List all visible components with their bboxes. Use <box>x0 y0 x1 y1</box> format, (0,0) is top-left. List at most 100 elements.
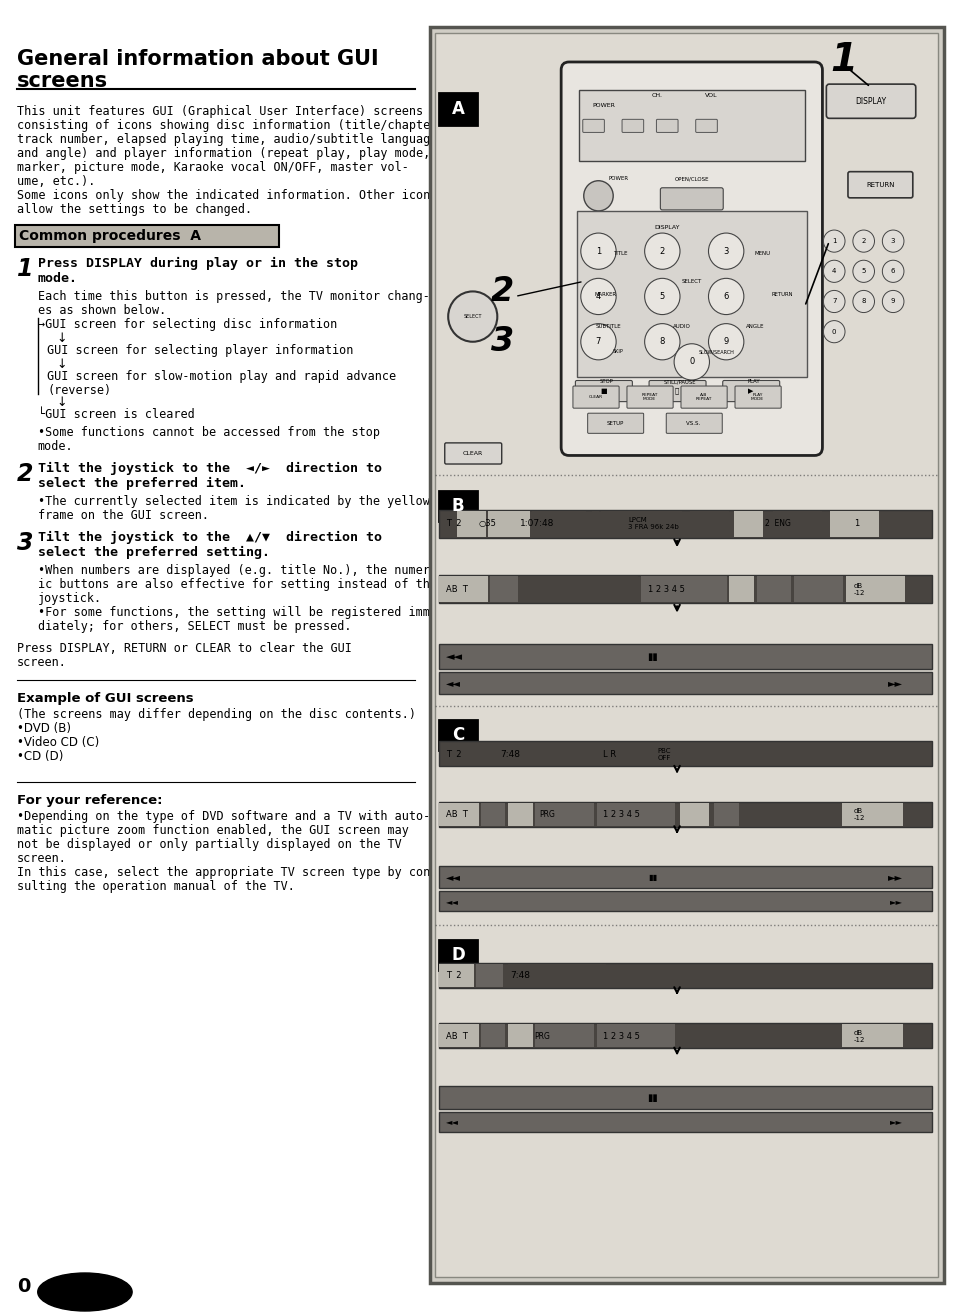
FancyBboxPatch shape <box>577 212 806 377</box>
FancyBboxPatch shape <box>845 577 904 602</box>
Text: └GUI screen is cleared: └GUI screen is cleared <box>38 409 194 420</box>
Text: 4: 4 <box>831 268 836 275</box>
Text: and angle) and player information (repeat play, play mode,: and angle) and player information (repea… <box>17 147 430 160</box>
Text: ▮▮: ▮▮ <box>647 872 657 882</box>
Text: joystick.: joystick. <box>38 593 102 604</box>
Text: 0: 0 <box>688 357 694 367</box>
Text: •For some functions, the setting will be registered imme-: •For some functions, the setting will be… <box>38 606 443 619</box>
FancyBboxPatch shape <box>689 511 728 537</box>
FancyBboxPatch shape <box>596 803 675 825</box>
Text: This unit features GUI (Graphical User Interface) screens: This unit features GUI (Graphical User I… <box>17 105 423 118</box>
FancyBboxPatch shape <box>575 381 632 402</box>
Circle shape <box>882 290 903 313</box>
Circle shape <box>882 230 903 252</box>
Text: es as shown below.: es as shown below. <box>38 304 166 317</box>
FancyBboxPatch shape <box>596 1024 675 1047</box>
Text: 8: 8 <box>861 298 865 305</box>
Text: matic picture zoom function enabled, the GUI screen may: matic picture zoom function enabled, the… <box>17 824 409 837</box>
FancyBboxPatch shape <box>695 120 717 133</box>
Text: STOP: STOP <box>598 380 613 385</box>
Text: 1 2 3 4 5: 1 2 3 4 5 <box>602 1031 639 1041</box>
FancyBboxPatch shape <box>724 318 785 335</box>
FancyBboxPatch shape <box>676 356 707 371</box>
Text: ►►: ►► <box>889 1117 902 1126</box>
FancyBboxPatch shape <box>722 381 779 402</box>
FancyBboxPatch shape <box>439 1024 931 1049</box>
Text: 8: 8 <box>659 338 664 347</box>
FancyBboxPatch shape <box>640 577 726 602</box>
FancyBboxPatch shape <box>656 120 678 133</box>
Text: LPCM
3 FRA 96k 24b: LPCM 3 FRA 96k 24b <box>627 518 678 531</box>
Text: →GUI screen for selecting disc information: →GUI screen for selecting disc informati… <box>38 318 336 331</box>
Text: screens: screens <box>17 71 108 91</box>
FancyBboxPatch shape <box>648 381 705 402</box>
Circle shape <box>708 323 743 360</box>
Text: not be displayed or only partially displayed on the TV: not be displayed or only partially displ… <box>17 838 401 851</box>
FancyBboxPatch shape <box>679 803 709 825</box>
FancyBboxPatch shape <box>439 1112 931 1131</box>
Text: 3: 3 <box>17 531 33 555</box>
Text: (reverse): (reverse) <box>47 384 112 397</box>
Text: ◄◄: ◄◄ <box>446 1117 458 1126</box>
Text: 5: 5 <box>659 292 664 301</box>
FancyBboxPatch shape <box>534 1024 593 1047</box>
Text: ►►: ►► <box>887 678 902 689</box>
Text: mode.: mode. <box>38 440 73 453</box>
FancyBboxPatch shape <box>739 243 786 263</box>
Text: REPEAT
MODE: REPEAT MODE <box>640 393 657 401</box>
Text: Example of GUI screens: Example of GUI screens <box>17 692 193 706</box>
Text: CLEAR: CLEAR <box>588 396 602 399</box>
Text: RETURN: RETURN <box>771 292 792 297</box>
Text: AUDIO: AUDIO <box>672 325 690 328</box>
FancyBboxPatch shape <box>578 91 804 160</box>
Text: A-B
REPEAT: A-B REPEAT <box>695 393 711 401</box>
Text: SETUP: SETUP <box>606 420 623 426</box>
Text: AB  T: AB T <box>446 811 468 819</box>
FancyBboxPatch shape <box>825 84 915 118</box>
FancyBboxPatch shape <box>439 891 931 912</box>
Text: 1: 1 <box>830 41 857 79</box>
Text: dB
-12: dB -12 <box>853 1030 864 1042</box>
Text: DISPLAY: DISPLAY <box>654 225 679 230</box>
Text: ume, etc.).: ume, etc.). <box>17 175 95 188</box>
Text: PRG: PRG <box>539 811 555 819</box>
Text: Press DISPLAY, RETURN or CLEAR to clear the GUI: Press DISPLAY, RETURN or CLEAR to clear … <box>17 643 352 654</box>
FancyBboxPatch shape <box>621 120 643 133</box>
Text: ◄◄: ◄◄ <box>446 872 460 882</box>
Text: D: D <box>451 946 464 963</box>
Text: ▮▮: ▮▮ <box>646 652 658 662</box>
FancyBboxPatch shape <box>714 803 739 825</box>
FancyBboxPatch shape <box>560 62 821 456</box>
Text: 9: 9 <box>722 338 728 347</box>
FancyBboxPatch shape <box>847 172 912 198</box>
Text: RETURN: RETURN <box>865 181 894 188</box>
Text: dB
-12: dB -12 <box>853 583 864 595</box>
Text: Tilt the joystick to the  ▲/▼  direction to: Tilt the joystick to the ▲/▼ direction t… <box>38 531 381 544</box>
FancyBboxPatch shape <box>439 1087 931 1109</box>
FancyBboxPatch shape <box>439 93 476 125</box>
FancyBboxPatch shape <box>578 318 639 335</box>
Text: PBC
OFF: PBC OFF <box>657 748 670 761</box>
Text: screen.: screen. <box>17 851 67 865</box>
Circle shape <box>654 243 728 319</box>
Text: ◄◄: ◄◄ <box>446 652 463 662</box>
Text: T  2: T 2 <box>446 750 461 759</box>
Text: For your reference:: For your reference: <box>17 794 162 807</box>
Text: 1 2 3 4 5: 1 2 3 4 5 <box>647 585 683 594</box>
Text: select the preferred setting.: select the preferred setting. <box>38 547 270 558</box>
Circle shape <box>580 233 616 269</box>
Text: ic buttons are also effective for setting instead of the: ic buttons are also effective for settin… <box>38 578 436 591</box>
Text: SUBTITLE: SUBTITLE <box>595 325 620 328</box>
FancyBboxPatch shape <box>734 386 781 409</box>
Text: ↓: ↓ <box>56 396 67 409</box>
Text: ⏭: ⏭ <box>674 388 679 394</box>
Circle shape <box>674 344 709 380</box>
FancyBboxPatch shape <box>591 511 598 537</box>
FancyBboxPatch shape <box>439 940 476 970</box>
FancyBboxPatch shape <box>756 577 790 602</box>
FancyBboxPatch shape <box>582 120 604 133</box>
Text: 2: 2 <box>659 247 664 256</box>
FancyBboxPatch shape <box>626 386 673 409</box>
Text: 3: 3 <box>490 326 514 359</box>
Text: 2: 2 <box>861 238 865 244</box>
